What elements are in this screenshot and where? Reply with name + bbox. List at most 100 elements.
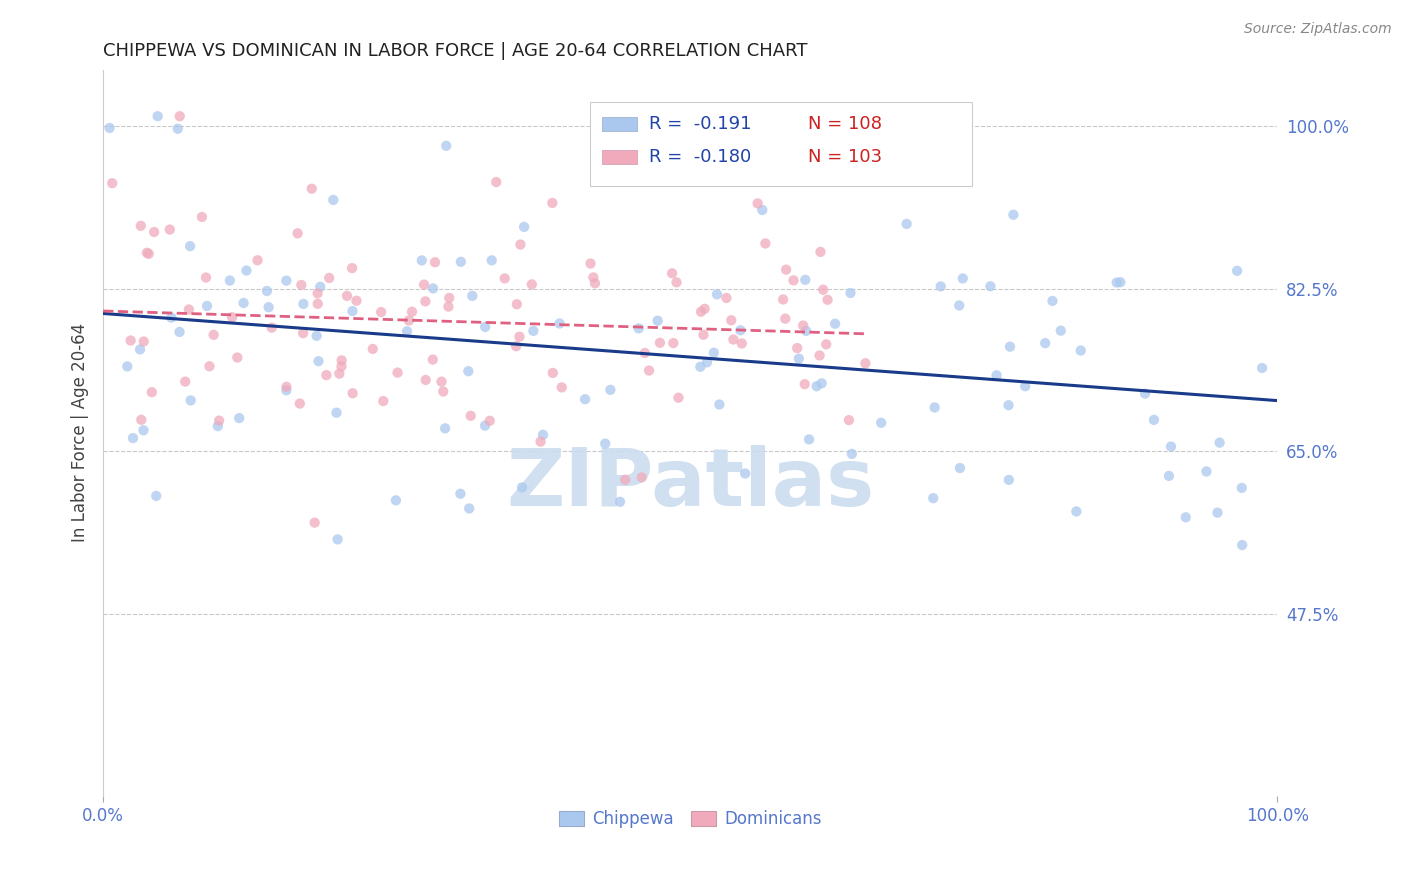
Point: [415, 294, 437, 309]
Point: [169, 325, 191, 339]
Point: [811, 283, 834, 297]
Point: [1033, 336, 1056, 351]
Point: [422, 281, 444, 295]
Point: [548, 317, 571, 331]
Point: [226, 351, 249, 365]
Point: [1174, 510, 1197, 524]
Point: [1143, 413, 1166, 427]
Point: [342, 386, 364, 401]
Point: [221, 310, 243, 325]
Point: [336, 289, 359, 303]
Point: [948, 298, 970, 312]
Point: [485, 175, 508, 189]
Point: [794, 324, 817, 338]
Point: [385, 493, 408, 508]
Point: [342, 304, 364, 318]
Point: [437, 300, 460, 314]
Point: [668, 391, 690, 405]
Point: [786, 341, 808, 355]
Point: [508, 329, 530, 343]
Point: [839, 285, 862, 300]
Text: Source: ZipAtlas.com: Source: ZipAtlas.com: [1244, 22, 1392, 37]
Point: [318, 271, 340, 285]
Point: [1042, 293, 1064, 308]
Point: [986, 368, 1008, 383]
Point: [706, 287, 728, 301]
Point: [395, 324, 418, 338]
Y-axis label: In Labor Force | Age 20-64: In Labor Force | Age 20-64: [72, 323, 89, 542]
Point: [855, 356, 877, 370]
Point: [703, 345, 725, 359]
Point: [449, 486, 471, 500]
Point: [731, 336, 754, 351]
Point: [276, 384, 298, 398]
Point: [696, 355, 718, 369]
Point: [434, 421, 457, 435]
Point: [120, 334, 142, 348]
Point: [1195, 465, 1218, 479]
Point: [692, 327, 714, 342]
Point: [808, 349, 831, 363]
Text: CHIPPEWA VS DOMINICAN IN LABOR FORCE | AGE 20-64 CORRELATION CHART: CHIPPEWA VS DOMINICAN IN LABOR FORCE | A…: [103, 42, 807, 60]
Point: [792, 318, 814, 333]
Point: [997, 398, 1019, 412]
Point: [513, 219, 536, 234]
Text: N = 108: N = 108: [807, 115, 882, 133]
Point: [787, 351, 810, 366]
Point: [401, 304, 423, 318]
Point: [288, 396, 311, 410]
Point: [582, 270, 605, 285]
Point: [135, 245, 157, 260]
Point: [478, 414, 501, 428]
Point: [307, 297, 329, 311]
Point: [1160, 440, 1182, 454]
Point: [235, 263, 257, 277]
Point: [411, 253, 433, 268]
Point: [458, 501, 481, 516]
Point: [824, 317, 846, 331]
Point: [690, 304, 713, 318]
Point: [531, 427, 554, 442]
Point: [1133, 386, 1156, 401]
Point: [246, 253, 269, 268]
Point: [129, 219, 152, 233]
Point: [747, 196, 769, 211]
Point: [328, 367, 350, 381]
Text: N = 103: N = 103: [807, 148, 882, 166]
Point: [506, 297, 529, 311]
Point: [340, 261, 363, 276]
Point: [673, 120, 696, 135]
Point: [146, 109, 169, 123]
Point: [505, 339, 527, 353]
FancyBboxPatch shape: [591, 103, 972, 186]
Point: [276, 274, 298, 288]
Point: [98, 120, 121, 135]
Point: [952, 271, 974, 285]
Point: [117, 359, 139, 374]
Point: [101, 176, 124, 190]
Point: [510, 480, 533, 494]
Point: [434, 138, 457, 153]
Point: [1230, 481, 1253, 495]
Point: [457, 364, 479, 378]
Point: [1226, 264, 1249, 278]
Point: [665, 276, 688, 290]
Point: [159, 222, 181, 236]
Point: [1230, 538, 1253, 552]
Point: [207, 419, 229, 434]
Point: [292, 326, 315, 341]
Point: [661, 266, 683, 280]
Point: [709, 397, 731, 411]
Point: [195, 299, 218, 313]
Text: R =  -0.180: R = -0.180: [650, 148, 751, 166]
Point: [647, 314, 669, 328]
Point: [520, 277, 543, 292]
Point: [290, 277, 312, 292]
Point: [174, 375, 197, 389]
Point: [301, 182, 323, 196]
Point: [922, 491, 945, 505]
FancyBboxPatch shape: [602, 117, 637, 131]
Point: [1066, 504, 1088, 518]
Point: [169, 109, 191, 123]
Point: [415, 373, 437, 387]
